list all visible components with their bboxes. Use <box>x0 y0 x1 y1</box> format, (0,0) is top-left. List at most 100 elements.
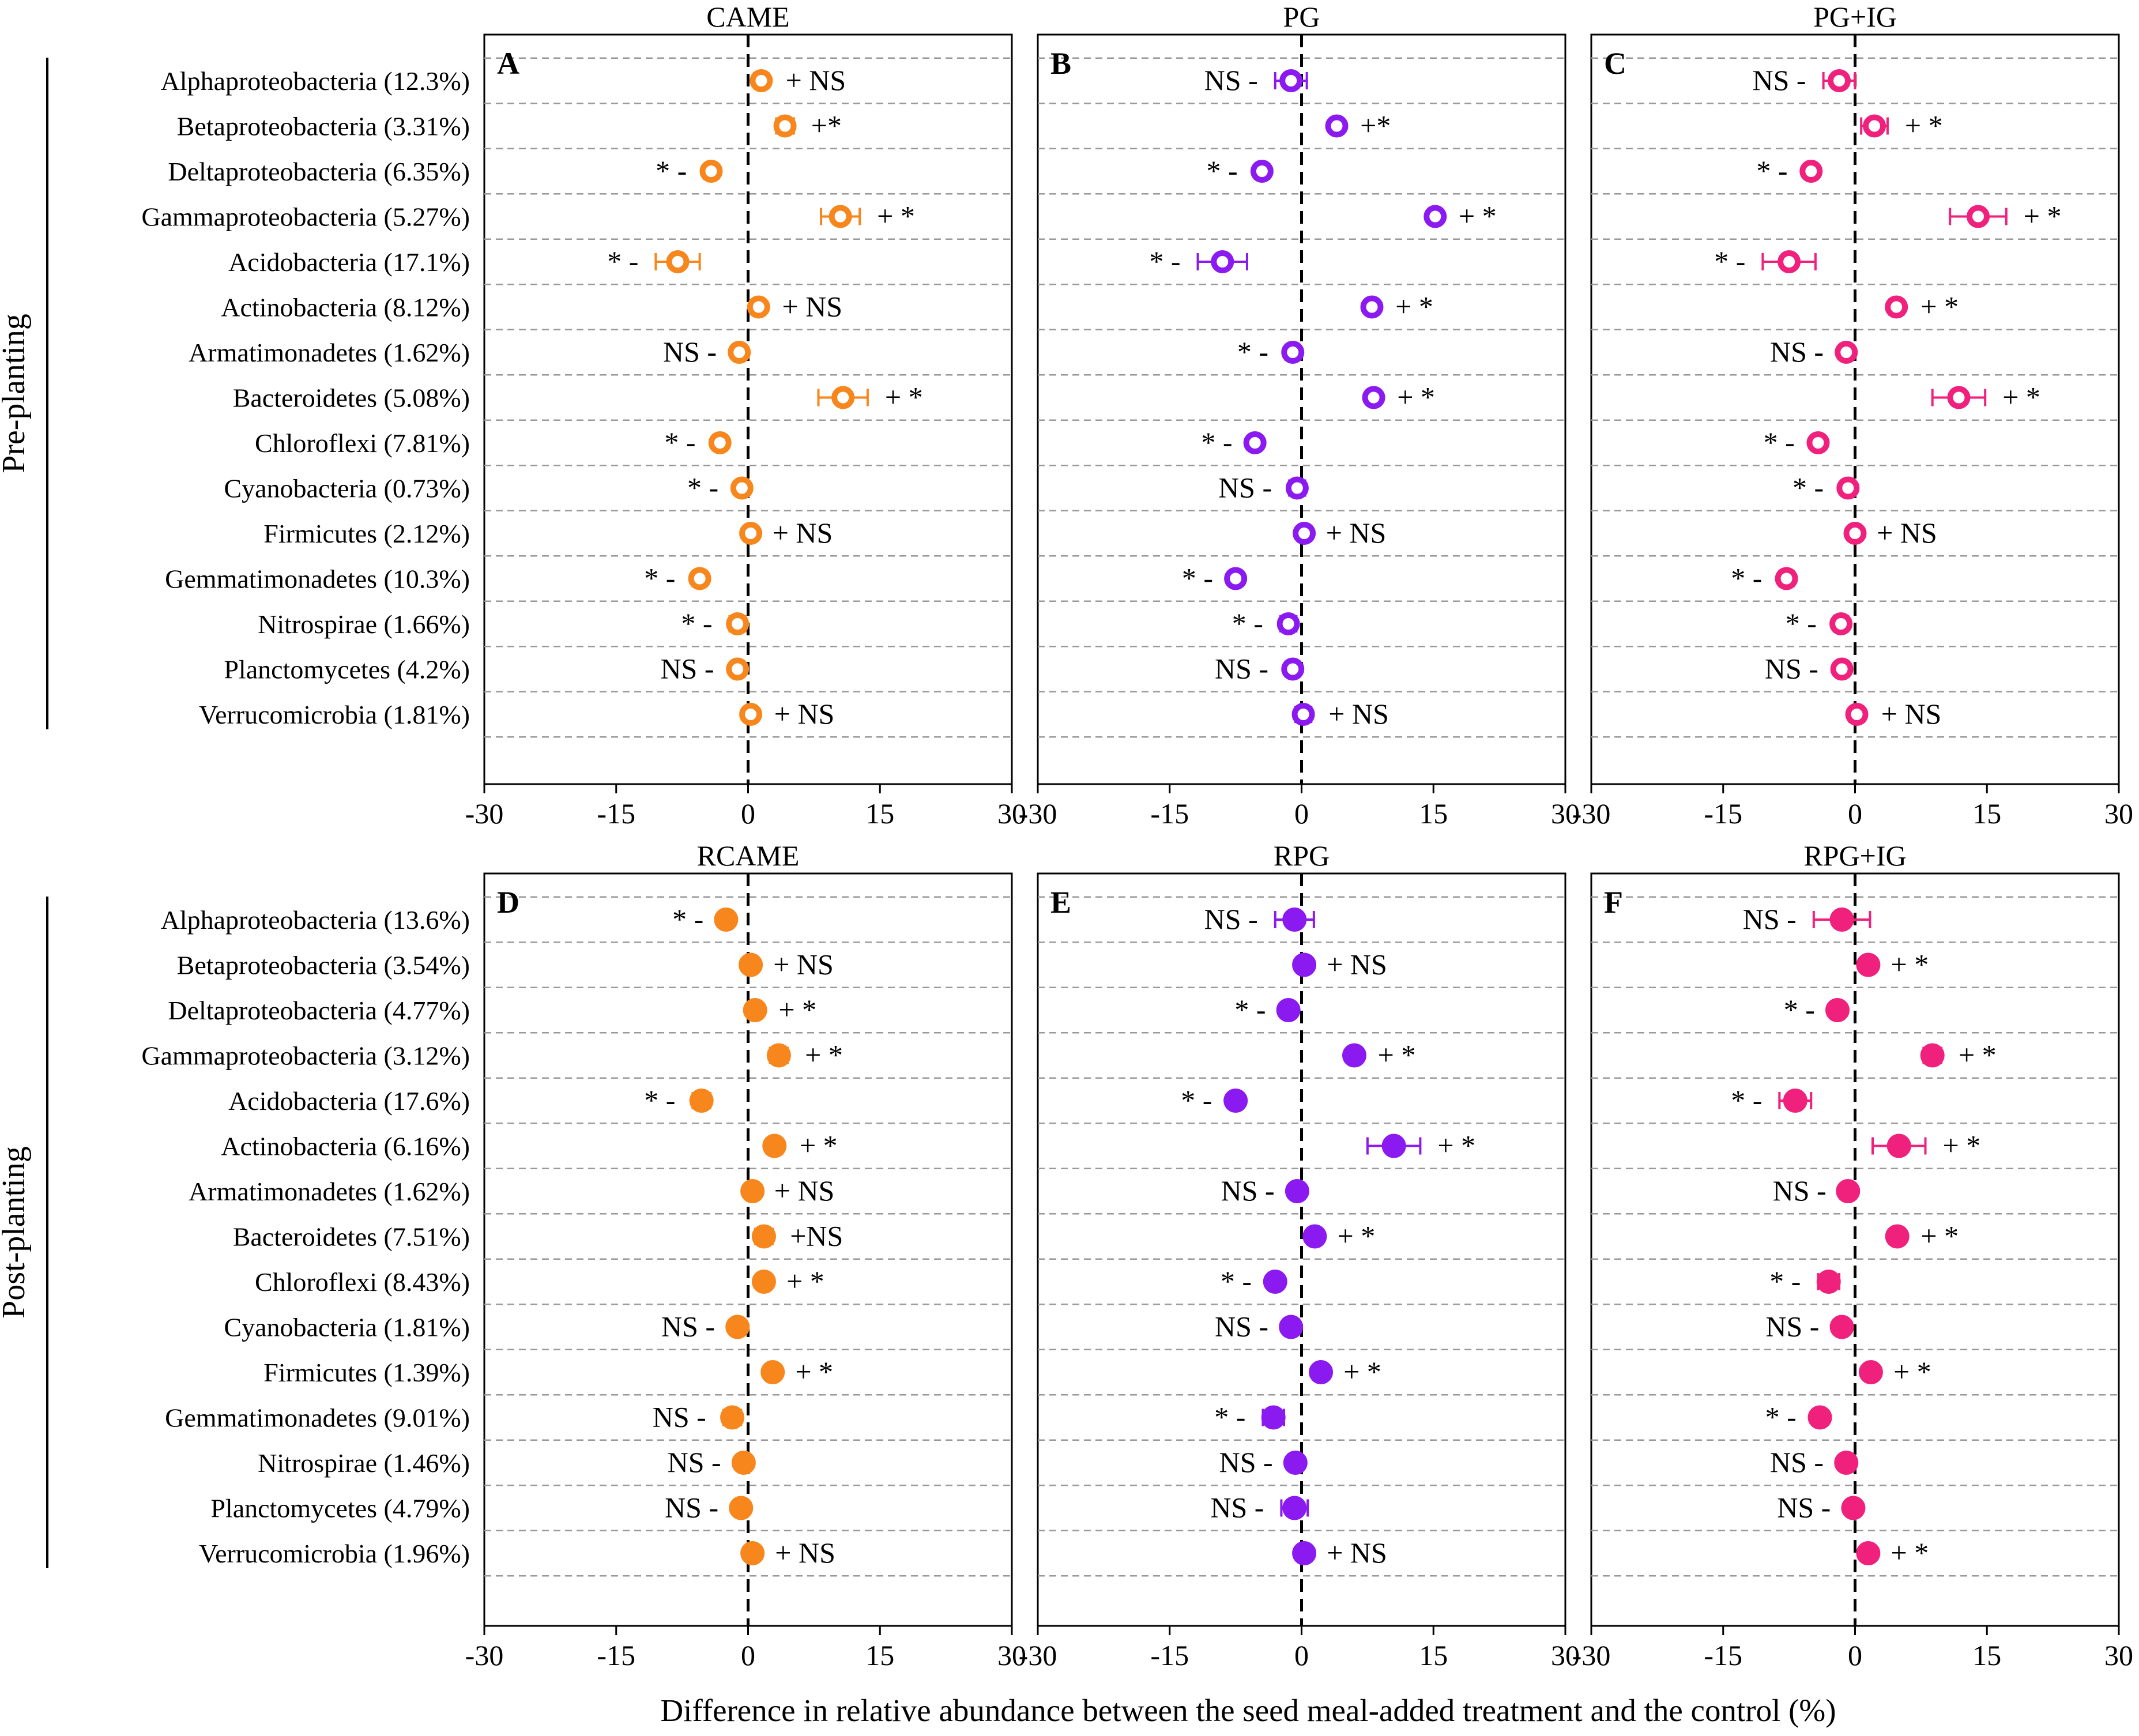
significance-label: + * <box>1893 1355 1931 1388</box>
data-point <box>1783 1089 1807 1113</box>
significance-label: +NS <box>790 1220 843 1252</box>
significance-label: + NS <box>1328 698 1389 730</box>
data-point <box>1829 1315 1854 1339</box>
row-label: Betaproteobacteria (3.31%) <box>177 112 470 141</box>
panel-letter: F <box>1604 885 1623 920</box>
panel-letter: D <box>497 885 519 920</box>
panel-title: RCAME <box>697 839 800 872</box>
data-point <box>831 386 855 409</box>
data-point <box>688 567 711 590</box>
x-tick-label: 0 <box>1848 797 1862 830</box>
row-label: Chloroflexi (8.43%) <box>255 1267 470 1297</box>
panel-a: CAME A -30 -15 0 15 30 + NS +* * - + * * - + NS NS - +… <box>0 1 1026 830</box>
significance-label: * - <box>1765 1401 1797 1433</box>
significance-label: * - <box>1221 1265 1252 1297</box>
data-point <box>1863 114 1886 138</box>
significance-label: * - <box>644 1084 675 1116</box>
data-point <box>1279 1315 1304 1339</box>
x-tick-label: 0 <box>741 1639 755 1671</box>
data-point <box>1836 476 1860 500</box>
data-point <box>708 431 732 454</box>
data-point <box>1360 295 1384 319</box>
data-point <box>726 612 750 635</box>
row-label: Betaproteobacteria (3.54%) <box>177 951 470 980</box>
x-tick-label: -30 <box>1019 797 1057 830</box>
data-point <box>740 1541 765 1565</box>
data-point <box>1967 205 1990 228</box>
group-label: Post-planting <box>0 1146 32 1319</box>
data-point <box>751 1224 776 1249</box>
row-label: Armatimonadetes (1.62%) <box>189 1177 470 1206</box>
data-point <box>1276 612 1300 635</box>
significance-label: * - <box>1181 1084 1212 1116</box>
panel-title: RPG+IG <box>1803 839 1906 872</box>
x-tick-label: -30 <box>465 797 504 830</box>
data-point <box>1424 205 1447 228</box>
significance-label: NS - <box>653 1401 706 1433</box>
x-tick-label: 15 <box>1972 797 2001 830</box>
data-point <box>1828 69 1851 92</box>
significance-label: + NS <box>774 698 835 730</box>
significance-label: NS - <box>1210 1492 1264 1524</box>
data-point <box>1283 1451 1308 1475</box>
significance-label: + * <box>795 1355 833 1388</box>
significance-label: * - <box>1149 245 1180 277</box>
significance-label: NS - <box>1773 1174 1827 1207</box>
panel-d: RCAME D -30 -15 0 15 30 * - + NS + * + * * - + * + NS… <box>0 839 1026 1671</box>
significance-label: + * <box>1920 1220 1959 1252</box>
significance-label: NS - <box>1777 1492 1831 1524</box>
significance-label: + * <box>778 993 816 1026</box>
data-point <box>689 1089 714 1113</box>
data-point <box>766 1043 791 1068</box>
row-label: Verrucomicrobia (1.96%) <box>199 1539 470 1568</box>
data-point <box>1816 1270 1841 1294</box>
significance-label: + * <box>1459 200 1497 232</box>
panel-title: PG <box>1283 1 1320 33</box>
panel-letter: E <box>1050 885 1071 920</box>
x-tick-label: -30 <box>1572 797 1611 830</box>
row-label: Actinobacteria (6.16%) <box>221 1132 470 1161</box>
significance-label: + NS <box>774 1174 835 1207</box>
data-point <box>728 341 751 364</box>
significance-label: + * <box>1378 1039 1416 1071</box>
x-tick-label: 15 <box>1972 1639 2001 1671</box>
data-point <box>731 1451 756 1475</box>
group-label: Pre-planting <box>0 314 32 473</box>
significance-label: * - <box>1756 155 1787 187</box>
significance-label: * - <box>1731 562 1762 594</box>
data-point <box>762 1134 787 1158</box>
significance-label: NS - <box>1218 472 1272 504</box>
row-label: Bacteroidetes (5.08%) <box>233 383 470 413</box>
data-point <box>1830 657 1854 681</box>
data-point <box>1807 1405 1832 1430</box>
data-point <box>1885 295 1908 319</box>
x-tick-label: 30 <box>997 797 1026 830</box>
data-point <box>1261 1405 1286 1430</box>
x-tick-label: 30 <box>1551 1639 1580 1671</box>
significance-label: NS - <box>1221 1174 1275 1207</box>
significance-label: * - <box>1237 336 1268 368</box>
data-point <box>1211 250 1234 273</box>
data-point <box>1281 341 1305 364</box>
significance-label: + * <box>2024 200 2062 232</box>
x-tick-label: 0 <box>741 797 755 830</box>
significance-label: + NS <box>782 291 842 323</box>
significance-label: NS - <box>1219 1446 1273 1478</box>
significance-label: * - <box>644 562 675 594</box>
data-point <box>1836 1179 1861 1203</box>
data-point <box>720 1405 745 1430</box>
significance-label: * - <box>1769 1265 1801 1297</box>
data-point <box>1263 1270 1287 1294</box>
row-label: Nitrospirae (1.66%) <box>258 609 470 639</box>
x-tick-label: -30 <box>1019 1639 1057 1671</box>
panel-letter: B <box>1050 46 1071 81</box>
data-point <box>1309 1360 1334 1384</box>
significance-label: + * <box>1437 1129 1475 1162</box>
row-label: Acidobacteria (17.1%) <box>228 247 470 277</box>
panel-title: PG+IG <box>1813 1 1897 33</box>
x-tick-label: 15 <box>865 1639 894 1671</box>
data-point <box>1325 114 1349 138</box>
significance-label: * - <box>1234 993 1266 1026</box>
data-point <box>1858 1360 1883 1384</box>
data-point <box>1291 703 1315 726</box>
